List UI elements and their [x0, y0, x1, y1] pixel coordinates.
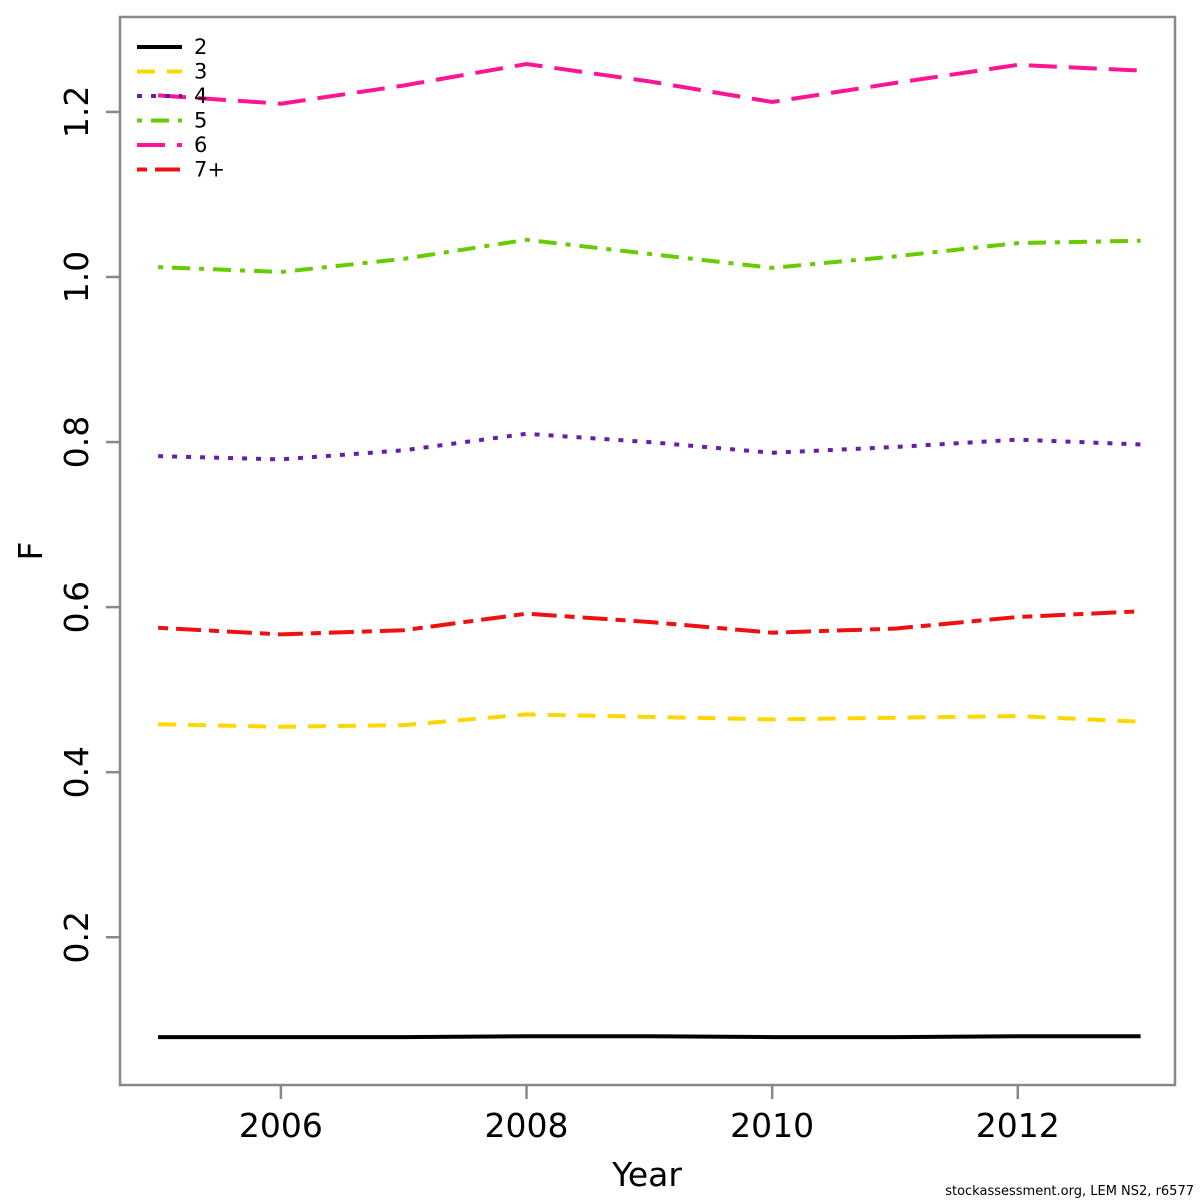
x-axis: 2006 2008 2010 2012 [239, 1085, 1060, 1145]
legend-item-4: 4 [137, 84, 207, 108]
legend-label-5: 5 [194, 109, 207, 133]
x-tick-label: 2010 [730, 1106, 814, 1145]
x-tick-label: 2008 [485, 1106, 569, 1145]
series-line-6 [157, 61, 1141, 106]
legend-item-6: 6 [137, 133, 207, 157]
plot-box [118, 15, 1177, 1087]
x-tick-label: 2012 [976, 1106, 1060, 1145]
series-line-4 [158, 431, 1141, 462]
y-tick-label: 0.4 [57, 746, 96, 798]
series-line-7+ [157, 609, 1141, 637]
legend-label-4: 4 [194, 84, 207, 108]
y-tick-label: 0.6 [57, 581, 96, 633]
legend-item-7+: 7+ [137, 158, 225, 182]
y-tick-label: 1.2 [57, 86, 96, 138]
y-tick-label: 0.8 [57, 416, 96, 468]
legend-label-3: 3 [194, 60, 207, 84]
y-tick-label: 1.0 [57, 251, 96, 303]
legend-label-7+: 7+ [194, 158, 225, 182]
legend-item-2: 2 [137, 35, 207, 59]
legend-label-2: 2 [194, 35, 207, 59]
x-axis-label: Year [611, 1155, 682, 1194]
y-axis-label: F [11, 542, 50, 561]
series-group [157, 61, 1141, 1040]
y-tick-label: 0.2 [57, 911, 96, 963]
series-line-2 [158, 1034, 1141, 1040]
series-line-3 [158, 712, 1141, 729]
legend-item-5: 5 [137, 109, 207, 133]
legend-label-6: 6 [194, 133, 207, 157]
series-line-5 [158, 237, 1141, 275]
footer-attribution: stockassessment.org, LEM NS2, r6577 [945, 1184, 1194, 1199]
y-axis: 0.2 0.4 0.6 0.8 1.0 1.2 [57, 86, 120, 964]
legend-item-3: 3 [137, 60, 207, 84]
x-tick-label: 2006 [239, 1106, 323, 1145]
